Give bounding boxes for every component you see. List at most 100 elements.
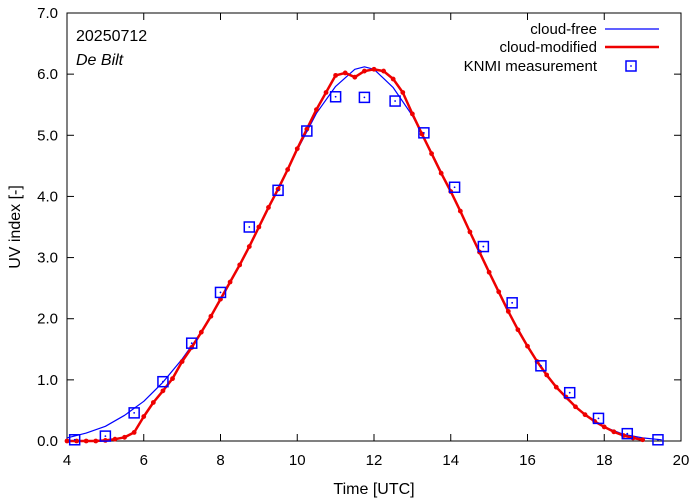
measurement-marker-dot: [626, 432, 629, 435]
x-tick-label: 6: [140, 452, 148, 469]
cloud-modified-point: [314, 107, 319, 113]
measurement-marker-dot: [597, 417, 600, 420]
measurement-marker-dot: [334, 95, 337, 98]
cloud-modified-point: [294, 146, 300, 152]
measurement-marker: [358, 91, 371, 104]
cloud-modified-point: [467, 229, 473, 235]
cloud-modified-point: [266, 205, 271, 210]
measurement-marker-dot: [73, 438, 76, 441]
cloud-modified-point: [285, 167, 291, 172]
measurement-marker: [652, 434, 664, 446]
cloud-modified-point: [246, 244, 252, 249]
x-tick-label: 14: [442, 452, 459, 469]
measurement-marker: [477, 240, 490, 253]
measurement-marker-dot: [394, 100, 397, 102]
cloud-modified-point: [170, 376, 175, 382]
cloud-modified-point: [93, 438, 99, 444]
cloud-modified-point: [371, 66, 377, 72]
y-tick-label: 0.0: [37, 433, 58, 450]
y-tick-label: 1.0: [37, 372, 58, 389]
location-label: De Bilt: [76, 52, 124, 69]
axis-ticks: 4 6 8 10 12 14 16 18 20 0.0 1.0 2.0 3.0 4.0 5.0 6.0 7.0: [37, 5, 689, 469]
x-tick-label: 12: [366, 452, 383, 469]
cloud-modified-point: [640, 437, 646, 443]
measurement-marker-dot: [248, 226, 251, 228]
cloud-free-line: [66, 66, 662, 441]
measurement-marker-dot: [422, 131, 425, 134]
x-tick-label: 8: [216, 452, 224, 469]
cloud-modified-point: [256, 224, 262, 230]
y-tick-label: 4.0: [37, 188, 58, 205]
cloud-modified-point: [544, 372, 550, 378]
measurement-marker: [128, 407, 140, 419]
cloud-modified-point: [208, 313, 214, 319]
cloud-modified-point: [553, 384, 559, 390]
cloud-modified-point: [457, 208, 463, 214]
measurement-marker-dot: [657, 438, 659, 441]
cloud-modified-point: [515, 327, 521, 333]
cloud-modified-point: [227, 279, 233, 285]
cloud-modified-point: [122, 434, 127, 440]
measurement-marker-dot: [133, 411, 136, 414]
measurement-marker: [68, 434, 81, 446]
y-tick-label: 2.0: [37, 311, 58, 328]
y-tick-label: 5.0: [37, 127, 58, 144]
cloud-modified-point: [381, 68, 386, 74]
cloud-modified-point: [390, 76, 396, 82]
measurement-marker: [214, 286, 227, 299]
cloud-modified-point: [304, 126, 310, 132]
measurement-marker-dot: [277, 189, 279, 192]
measurement-marker-dot: [482, 245, 485, 248]
legend-swatch-knmi-measurement: [625, 60, 637, 72]
cloud-modified-point: [112, 436, 118, 442]
cloud-modified-point: [573, 404, 578, 410]
cloud-modified-point: [333, 72, 339, 78]
cloud-modified-point: [160, 388, 166, 394]
measurement-marker: [448, 181, 461, 194]
measurement-marker: [535, 360, 547, 372]
measurement-marker-dot: [453, 186, 456, 189]
cloud-modified-point: [505, 308, 511, 314]
cloud-modified-point: [409, 111, 415, 117]
cloud-modified-point: [362, 68, 367, 74]
measurement-marker: [592, 412, 605, 425]
cloud-modified-point: [150, 400, 156, 405]
cloud-modified-point: [131, 430, 137, 435]
x-tick-label: 4: [63, 452, 71, 469]
cloud-modified-point: [323, 90, 329, 95]
measurement-marker-dot: [511, 301, 514, 304]
cloud-modified-point: [438, 170, 444, 176]
measurement-marker: [243, 221, 256, 233]
measurement-marker: [506, 297, 518, 309]
legend-label-knmi-measurement: KNMI measurement: [464, 58, 598, 75]
cloud-modified-point: [342, 70, 348, 76]
cloud-modified-point: [486, 269, 492, 275]
cloud-modified-point: [141, 414, 147, 419]
cloud-modified-point: [601, 424, 607, 430]
cloud-modified-point: [83, 438, 89, 444]
cloud-modified-point: [582, 412, 588, 418]
measurement-marker: [157, 375, 169, 388]
measurement-marker: [389, 95, 401, 107]
y-tick-label: 7.0: [37, 5, 58, 22]
legend-label-cloud-modified: cloud-modified: [499, 39, 597, 56]
y-tick-label: 3.0: [37, 250, 58, 267]
measurement-marker: [272, 184, 284, 197]
x-tick-label: 20: [673, 452, 690, 469]
measurement-marker-dot: [363, 96, 366, 99]
legend-label-cloud-free: cloud-free: [530, 21, 597, 38]
cloud-modified-point: [179, 359, 185, 364]
cloud-modified-point: [275, 186, 281, 192]
series-layer: [64, 66, 664, 446]
cloud-modified-point: [611, 429, 617, 435]
measurement-marker-dot: [219, 291, 222, 294]
measurement-marker: [99, 430, 112, 442]
measurement-marker: [301, 125, 313, 137]
cloud-modified-point: [198, 329, 204, 335]
measurement-marker-dot: [190, 342, 193, 345]
x-axis-label: Time [UTC]: [333, 481, 414, 498]
cloud-modified-point: [237, 262, 243, 268]
y-tick-label: 6.0: [37, 66, 58, 83]
